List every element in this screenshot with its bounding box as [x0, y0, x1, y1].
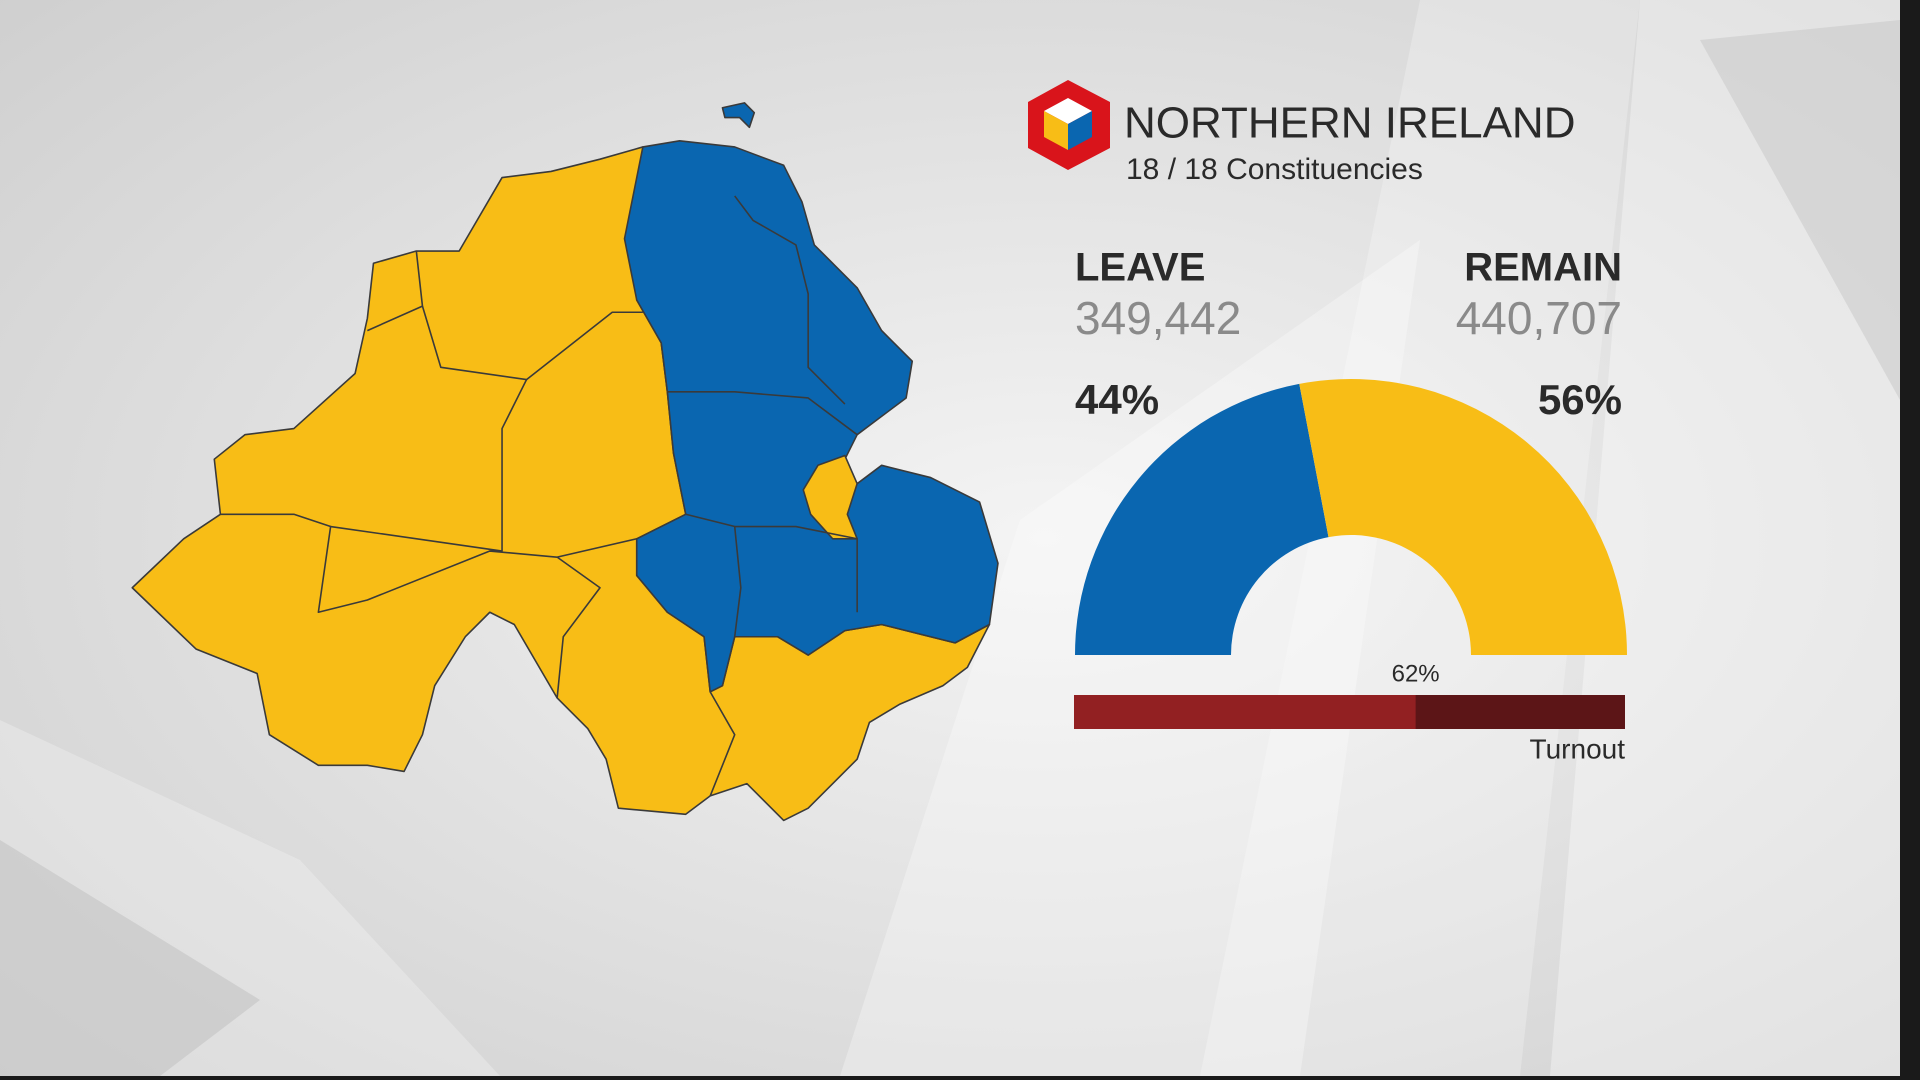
percent-label: 56%: [1538, 376, 1622, 423]
map-boundaries: [220, 195, 858, 797]
turnout-value: 62%: [1392, 660, 1440, 687]
title: NORTHERN IRELAND: [1124, 99, 1575, 148]
side-label: REMAIN: [1464, 246, 1622, 290]
map-island: [721, 102, 756, 129]
turnout-label: Turnout: [1530, 733, 1626, 764]
percent-label: 44%: [1075, 376, 1159, 423]
vote-count: 440,707: [1456, 292, 1622, 344]
subtitle: 18 / 18 Constituencies: [1126, 153, 1423, 186]
donut-segment: [1075, 383, 1329, 655]
side-label: LEAVE: [1075, 246, 1205, 290]
logo: [1028, 80, 1110, 170]
donut-segment: [1299, 379, 1627, 655]
turnout-bar: [1074, 695, 1416, 729]
vote-count: 349,442: [1075, 292, 1241, 344]
map: [131, 102, 999, 822]
